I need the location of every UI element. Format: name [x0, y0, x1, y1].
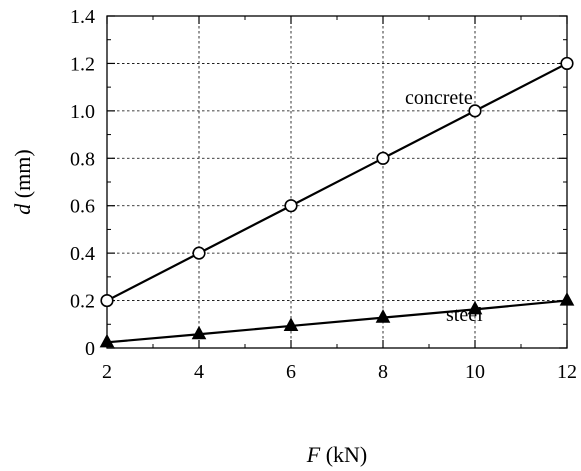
data-point-steel	[467, 300, 483, 315]
data-point-concrete	[100, 293, 114, 308]
y-tick-label: 0	[85, 338, 95, 360]
data-point-concrete	[376, 151, 390, 165]
y-tick-label: 0.2	[70, 291, 95, 313]
data-point-steel	[191, 325, 207, 340]
x-axis-variable: F	[306, 442, 321, 467]
x-axis-label: F (kN)	[306, 442, 368, 467]
data-point-concrete	[192, 246, 206, 260]
data-point-steel	[375, 309, 391, 323]
axis-ticks	[106, 15, 568, 349]
x-tick-label: 8	[378, 361, 388, 383]
x-tick-label: 2	[102, 361, 112, 383]
series-label-concrete: concrete	[405, 87, 473, 109]
y-axis-label: d (mm)	[10, 149, 35, 214]
x-tick-label: 12	[557, 361, 577, 383]
y-tick-labels: 0 0.2 0.4 0.6 0.8 1.0 1.2 1.4	[70, 6, 95, 360]
x-tick-label: 4	[194, 361, 204, 383]
x-axis-unit: (kN)	[320, 442, 367, 467]
series-lines	[106, 62, 568, 344]
x-tick-label: 10	[465, 361, 485, 383]
data-point-concrete	[560, 56, 574, 71]
y-tick-label: 0.8	[70, 148, 95, 170]
grid-lines	[107, 16, 567, 348]
series-label-steel: steel	[446, 304, 483, 326]
y-tick-label: 1.4	[70, 6, 95, 28]
data-point-steel	[283, 317, 299, 332]
y-tick-label: 0.4	[70, 243, 95, 265]
data-point-concrete	[468, 104, 482, 118]
y-axis-variable: d	[10, 203, 35, 215]
series-markers	[99, 56, 575, 348]
x-tick-label: 6	[286, 361, 296, 383]
data-point-steel	[99, 333, 115, 348]
series-line-concrete	[106, 62, 568, 302]
y-tick-label: 0.6	[70, 196, 95, 218]
y-tick-label: 1.2	[70, 53, 95, 75]
y-axis-unit: (mm)	[10, 149, 35, 203]
data-point-steel	[559, 292, 575, 306]
y-tick-label: 1.0	[70, 101, 95, 123]
x-tick-labels: 2 4 6 8 10 12	[102, 361, 577, 383]
series-line-steel	[106, 299, 568, 344]
data-point-concrete	[284, 199, 298, 213]
